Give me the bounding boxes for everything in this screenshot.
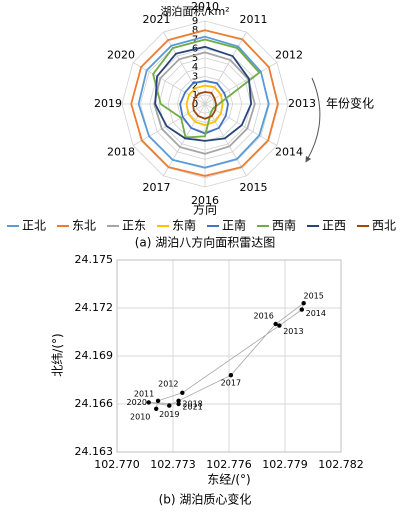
point-label: 2010	[130, 412, 150, 421]
point	[176, 398, 181, 403]
point-label: 2016	[253, 312, 273, 321]
y-tick-label: 24.175	[75, 253, 114, 266]
category-label: 2018	[107, 146, 135, 159]
r-tick-label: 2	[192, 81, 198, 92]
point-label: 2014	[306, 309, 326, 318]
point-label: 2020	[127, 398, 147, 407]
x-axis-label: 东经/(°)	[207, 473, 250, 487]
point	[180, 390, 185, 395]
legend-title: 方向	[193, 202, 217, 217]
point-label: 2011	[134, 389, 154, 398]
annotation: 年份变化	[326, 96, 374, 111]
point-label: 2019	[159, 410, 179, 419]
point-label: 2021	[182, 403, 202, 412]
series-line	[137, 35, 270, 169]
category-label: 2020	[107, 49, 135, 62]
r-tick-label: 8	[192, 25, 198, 36]
legend-label: 东南	[172, 218, 196, 233]
spoke	[204, 62, 278, 105]
point	[273, 321, 278, 327]
legend-label: 东北	[72, 219, 96, 233]
legend-label: 西南	[272, 218, 296, 233]
category-label: 2019	[94, 97, 122, 110]
spoke	[132, 103, 206, 146]
x-tick-label: 102.773	[150, 458, 196, 471]
point-label: 2017	[221, 379, 241, 388]
point	[146, 400, 151, 405]
point-label: 2015	[303, 292, 323, 301]
category-label: 2017	[143, 181, 171, 194]
series-line	[154, 45, 253, 142]
y-tick-label: 24.163	[75, 445, 114, 458]
point	[154, 406, 159, 411]
y-tick-label: 24.166	[75, 397, 114, 410]
r-tick-label: 4	[192, 62, 198, 73]
radar-axis-label: 湖泊面积/km²	[160, 5, 229, 18]
point	[167, 403, 172, 408]
chart-title: (a) 湖泊八方向面积雷达图	[135, 235, 276, 250]
series-line	[185, 84, 224, 127]
year-arrow	[305, 77, 321, 163]
category-label: 2015	[240, 181, 268, 194]
category-label: 2013	[288, 97, 316, 110]
category-label: 2014	[275, 146, 303, 159]
category-label: 2016	[191, 194, 219, 207]
category-label: 2010	[191, 0, 219, 13]
series-line	[130, 29, 279, 177]
legend-label: 正西	[322, 219, 346, 233]
r-tick-label: 5	[192, 53, 198, 64]
point	[299, 307, 304, 312]
r-tick-label: 1	[192, 90, 198, 101]
legend-label: 正南	[222, 218, 246, 233]
point-label: 2013	[283, 327, 303, 336]
category-label: 2011	[240, 13, 268, 26]
category-label: 2012	[275, 49, 303, 62]
x-tick-label: 102.782	[318, 458, 364, 471]
y-tick-label: 24.172	[75, 301, 114, 314]
legend-label: 西北	[372, 219, 396, 233]
point-label: 2012	[158, 379, 178, 388]
point	[228, 373, 234, 378]
point	[277, 323, 282, 328]
legend-label: 正北	[22, 219, 46, 233]
point	[176, 401, 181, 407]
x-tick-label: 102.779	[262, 458, 308, 471]
r-tick-label: 9	[192, 16, 198, 27]
y-axis-label: 北纬/(°)	[51, 333, 65, 376]
point	[155, 398, 161, 403]
y-tick-label: 24.169	[75, 349, 114, 362]
legend-label: 正东	[122, 219, 146, 233]
category-label: 2021	[143, 13, 171, 26]
chart-title: (b) 湖泊质心变化	[159, 492, 252, 507]
spoke	[132, 62, 206, 105]
plot-frame	[116, 259, 342, 453]
r-tick-label: 0	[192, 99, 198, 110]
point-label: 2018	[182, 399, 202, 408]
point	[301, 301, 306, 306]
series-line	[152, 38, 261, 139]
track-line	[148, 302, 305, 409]
spoke	[163, 31, 206, 105]
r-tick-label: 3	[192, 71, 198, 82]
x-tick-label: 102.770	[94, 458, 140, 471]
x-tick-label: 102.776	[206, 458, 252, 471]
series-line	[192, 91, 217, 120]
